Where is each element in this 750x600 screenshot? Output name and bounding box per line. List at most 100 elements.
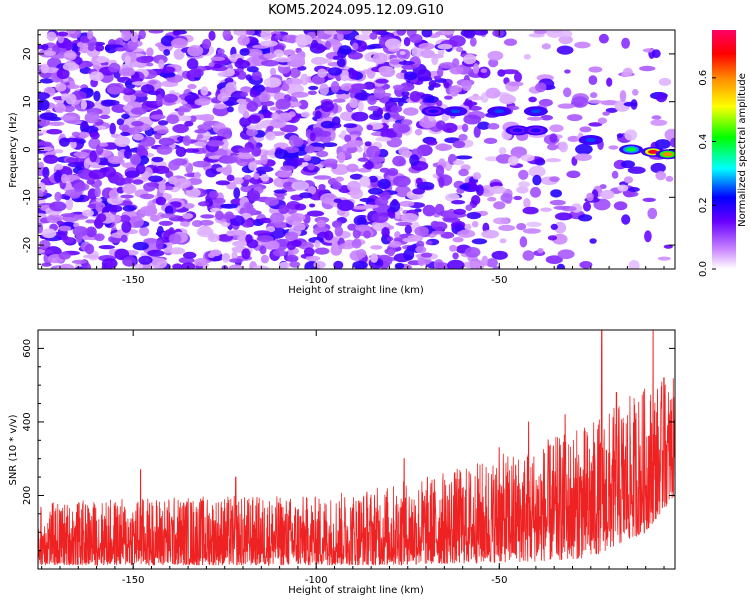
spectrogram-cell bbox=[65, 198, 74, 211]
spectrogram-cell bbox=[431, 230, 445, 235]
spectrogram-cell bbox=[38, 98, 50, 111]
spectrogram-cell bbox=[366, 124, 373, 131]
spectrogram-cell bbox=[239, 48, 250, 56]
spectrogram-cell bbox=[534, 158, 546, 166]
spectrogram-cell bbox=[621, 37, 630, 49]
spectrogram-cell bbox=[655, 93, 668, 103]
spectrogram-cell bbox=[131, 120, 144, 127]
spectrogram-cell bbox=[357, 100, 364, 113]
spectrogram-cell bbox=[155, 196, 167, 206]
spectrogram-feature-core bbox=[530, 128, 541, 133]
spectrogram-cell bbox=[184, 120, 194, 127]
spectrogram-cell bbox=[260, 154, 268, 165]
spectrogram-cell bbox=[247, 48, 263, 58]
spectrogram-cell bbox=[549, 199, 566, 206]
spectrogram-cell bbox=[56, 68, 70, 80]
spectrogram-cell bbox=[122, 256, 137, 267]
spectrogram-cell bbox=[390, 105, 403, 113]
spectrogram-cell bbox=[545, 158, 562, 163]
spectrogram-cell bbox=[356, 146, 363, 153]
spectrogram-cell bbox=[523, 54, 531, 60]
spectrogram-cell bbox=[153, 165, 170, 174]
spectrogram-cell bbox=[237, 103, 247, 115]
spectrogram-cell bbox=[347, 223, 357, 231]
spectrogram-cell bbox=[289, 53, 305, 66]
spectrogram-cell bbox=[284, 146, 300, 153]
spectrogram-cell bbox=[611, 170, 619, 179]
spectrogram-cell bbox=[200, 113, 215, 122]
spectrogram-cell bbox=[434, 203, 445, 215]
spectrogram-cell bbox=[181, 262, 196, 269]
spectrogram-cell bbox=[554, 212, 573, 221]
spectrogram-cell bbox=[251, 70, 262, 81]
spectrogram-cell bbox=[390, 59, 401, 65]
spectrogram-cell bbox=[101, 258, 118, 269]
spectrogram-cell bbox=[263, 111, 274, 119]
spectrogram-cell bbox=[96, 213, 107, 223]
spectrogram-cell bbox=[277, 112, 293, 122]
spectrogram-cell bbox=[418, 42, 435, 50]
spectrogram-cell bbox=[252, 265, 269, 269]
spectrogram-cell bbox=[663, 244, 673, 249]
spectrogram-cell bbox=[130, 153, 141, 166]
spectrogram-cell bbox=[140, 84, 155, 94]
spectrogram-cell bbox=[269, 212, 285, 224]
x-tick-label: -150 bbox=[122, 575, 145, 586]
spectrogram-cell bbox=[46, 214, 63, 224]
spectrogram-cell bbox=[471, 238, 488, 245]
spectrogram-cell bbox=[148, 30, 164, 34]
spectrogram-cell bbox=[338, 45, 352, 55]
spectrogram-cell bbox=[444, 95, 453, 100]
spectrogram-cell bbox=[309, 132, 316, 142]
spectrogram-cell bbox=[54, 171, 62, 183]
spectrogram-cell bbox=[108, 204, 123, 213]
spectrogram-cell bbox=[121, 113, 130, 119]
spectrogram-cell bbox=[387, 248, 395, 257]
spectrogram-cell bbox=[246, 128, 258, 137]
spectrogram-cell bbox=[202, 38, 212, 50]
spectrogram-cell bbox=[336, 58, 346, 68]
spectrogram-cell bbox=[528, 96, 537, 103]
spectrogram-cell bbox=[64, 39, 73, 51]
spectrogram-cell bbox=[471, 195, 481, 205]
spectrogram-cell bbox=[658, 77, 672, 86]
spectrogram-cell bbox=[93, 90, 101, 102]
spectrogram-cell bbox=[208, 204, 225, 210]
spectrogram-cell bbox=[437, 43, 453, 50]
spectrogram-cell bbox=[469, 37, 477, 47]
spectrogram-cell bbox=[255, 123, 263, 130]
spectrogram-cell bbox=[132, 133, 144, 141]
spectrogram-cell bbox=[437, 67, 444, 78]
spectrogram-cell bbox=[549, 133, 558, 143]
spectrogram-cell bbox=[310, 56, 328, 65]
spectrogram-cell bbox=[94, 233, 105, 242]
spectrogram-cell bbox=[293, 223, 306, 231]
spectrogram-cell bbox=[136, 56, 154, 64]
spectrogram-cell bbox=[359, 197, 375, 203]
spectrogram-cell bbox=[173, 48, 185, 60]
spectrogram-cell bbox=[263, 77, 282, 88]
spectrogram-cell bbox=[229, 229, 247, 236]
spectrogram-cell bbox=[449, 85, 459, 97]
spectrogram-cell bbox=[159, 71, 176, 78]
spectrogram-cell bbox=[173, 178, 192, 189]
spectrogram-cell bbox=[320, 101, 334, 112]
spectrogram-cell bbox=[623, 176, 634, 184]
spectrogram-cell bbox=[441, 122, 458, 133]
spectrogram-cell bbox=[70, 140, 77, 149]
spectrogram-cell bbox=[394, 209, 401, 220]
spectrogram-cell bbox=[588, 99, 603, 104]
spectrogram-cell bbox=[269, 67, 277, 77]
spectrogram-cell bbox=[377, 178, 392, 190]
spectrogram-cell bbox=[163, 49, 171, 56]
spectrogram-cell bbox=[289, 261, 301, 268]
spectrogram-feature-core bbox=[428, 109, 439, 114]
spectrogram-cell bbox=[90, 131, 100, 140]
spectrogram-cell bbox=[307, 163, 315, 171]
spectrogram-cell bbox=[616, 133, 624, 138]
spectrogram-cell bbox=[210, 56, 226, 61]
spectrogram-cell bbox=[259, 245, 267, 255]
spectrogram-cell bbox=[264, 197, 279, 206]
spectrogram-cell bbox=[485, 87, 501, 99]
spectrogram-cell bbox=[426, 139, 438, 146]
